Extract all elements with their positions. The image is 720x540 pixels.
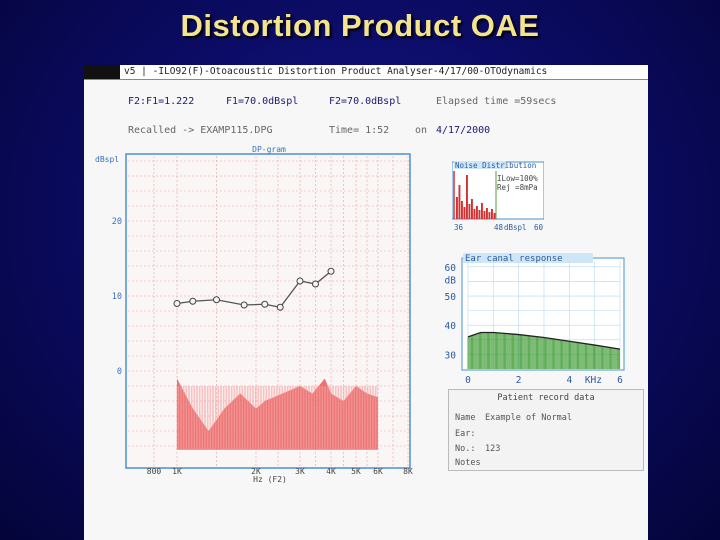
noise-bar (473, 209, 476, 219)
patient-name-label: Name (455, 413, 476, 423)
ear-x-tick: KHz (585, 375, 602, 386)
date-label: 4/17/2000 (436, 125, 491, 136)
ear-title-bg (463, 253, 593, 263)
patient-title: Patient record data (497, 393, 595, 403)
dpgram-ylabel: dBspl (95, 155, 119, 164)
dp-x-tick: 5K (351, 467, 361, 476)
noise-tick-unit: dBspl (504, 223, 527, 232)
dp-x-tick: 6K (373, 467, 383, 476)
ratio-label: F2:F1=1.222 (128, 96, 195, 107)
ear-y-tick: 60 (445, 263, 457, 274)
dp-point (173, 300, 181, 307)
dp-x-tick: 2K (251, 467, 261, 476)
f1-level-label: F1=70.0dBspl (226, 96, 299, 107)
patient-record-panel: Patient record data Name Example of Norm… (448, 389, 644, 471)
dp-point (213, 296, 220, 304)
dp-x-tick: 3K (295, 467, 305, 476)
ear-response-line (467, 331, 621, 350)
noise-tick-60: 60 (534, 223, 544, 232)
ear-response-fill (467, 332, 621, 369)
ear-title: Ear canal response (465, 254, 563, 264)
dp-y-tick: 0 (117, 367, 122, 377)
noise-distribution-panel: Noise Distribution N ILow=100% Rej =8mPa… (447, 161, 545, 232)
dp-x-tick: 8K (403, 467, 413, 476)
time-label: Time= 1:52 (329, 125, 390, 136)
window-title-text: -ILO92(F)-Otoacoustic Distortion Product… (152, 66, 548, 77)
patient-no-label: No.: (455, 444, 476, 454)
window-title: v5 | -ILO92(F)-Otoacoustic Distortion Pr… (124, 66, 548, 77)
noise-tick-36: 36 (454, 223, 464, 232)
dpgram-chart: DP-gram dBspl 20 10 0 800 1K 2K 3K 4K 5K 6K 8K Hz… (95, 145, 413, 484)
noise-bar (463, 207, 466, 219)
window-bar-block (84, 65, 120, 79)
noise-tick-48: 48 (494, 223, 504, 232)
window-title-bar: v5 | -ILO92(F)-Otoacoustic Distortion Pr… (84, 65, 648, 80)
slide-title: Distortion Product OAE (180, 8, 540, 43)
f2-level-label: F2=70.0dBspl (329, 96, 402, 107)
noise-bar (493, 213, 496, 219)
dp-x-tick: 1K (172, 467, 182, 476)
noise-bar (486, 208, 488, 219)
dp-point (240, 301, 248, 309)
patient-no-value: 123 (485, 444, 501, 454)
noise-rej: Rej =8mPa (497, 183, 538, 192)
window-version: v5 (124, 66, 136, 77)
noise-title-bg (454, 161, 506, 169)
dpgram-title: DP-gram (252, 145, 286, 154)
ear-x-tick: 0 (465, 375, 471, 386)
ear-x-tick: 2 (516, 375, 522, 386)
elapsed-time-label: Elapsed time =59secs (436, 96, 557, 107)
dp-point (261, 300, 269, 308)
dp-point (189, 297, 197, 305)
noise-low: ILow=100% (497, 174, 538, 183)
patient-ear-label: Ear: (455, 429, 476, 439)
dp-point (276, 303, 284, 311)
noise-bar (481, 203, 483, 219)
dp-x-tick: 800 (147, 467, 162, 476)
dp-y-tick: 20 (112, 217, 122, 227)
dpgram-xlabel: Hz (F2) (253, 475, 287, 484)
noise-bar (456, 197, 458, 219)
dp-point (327, 267, 335, 275)
noise-bar (468, 204, 471, 219)
dpgram-points (173, 267, 335, 311)
recalled-file-label: Recalled -> EXAMP115.DPG (128, 125, 273, 136)
noise-bar (461, 201, 463, 219)
noise-bar (476, 206, 478, 219)
noise-bar (458, 185, 461, 219)
dpoae-screenshot: v5 | -ILO92(F)-Otoacoustic Distortion Pr… (84, 65, 648, 540)
ear-x-ticks: 0 2 4 KHz 6 (465, 375, 623, 386)
dpgram-noise-floor (176, 378, 378, 450)
ear-x-tick: 6 (617, 375, 623, 386)
ear-x-tick: 4 (566, 375, 572, 386)
noise-bar (488, 212, 491, 219)
noise-bar (483, 211, 486, 219)
dp-x-tick: 4K (326, 467, 336, 476)
dp-y-tick: 10 (112, 292, 122, 302)
ear-y-tick: 50 (445, 292, 457, 303)
patient-name-value: Example of Normal (485, 413, 572, 423)
noise-bar (491, 209, 493, 219)
ear-y-tick: 40 (445, 321, 457, 332)
dpgram-y-ticks: 20 10 0 (112, 217, 122, 377)
date-on-label: on (415, 125, 428, 136)
noise-bar (471, 199, 473, 219)
noise-bar (466, 175, 468, 219)
ear-y-tick: 30 (445, 350, 457, 361)
dpgram-x-ticks: 800 1K 2K 3K 4K 5K 6K 8K (147, 467, 413, 476)
dp-point (296, 277, 304, 285)
dp-point (312, 280, 319, 288)
ear-y-tick: dB (445, 275, 457, 286)
noise-bar (478, 210, 481, 219)
patient-notes-label: Notes (455, 458, 481, 468)
noise-bars (456, 175, 496, 219)
noise-title: Noise Distribution (455, 161, 536, 170)
